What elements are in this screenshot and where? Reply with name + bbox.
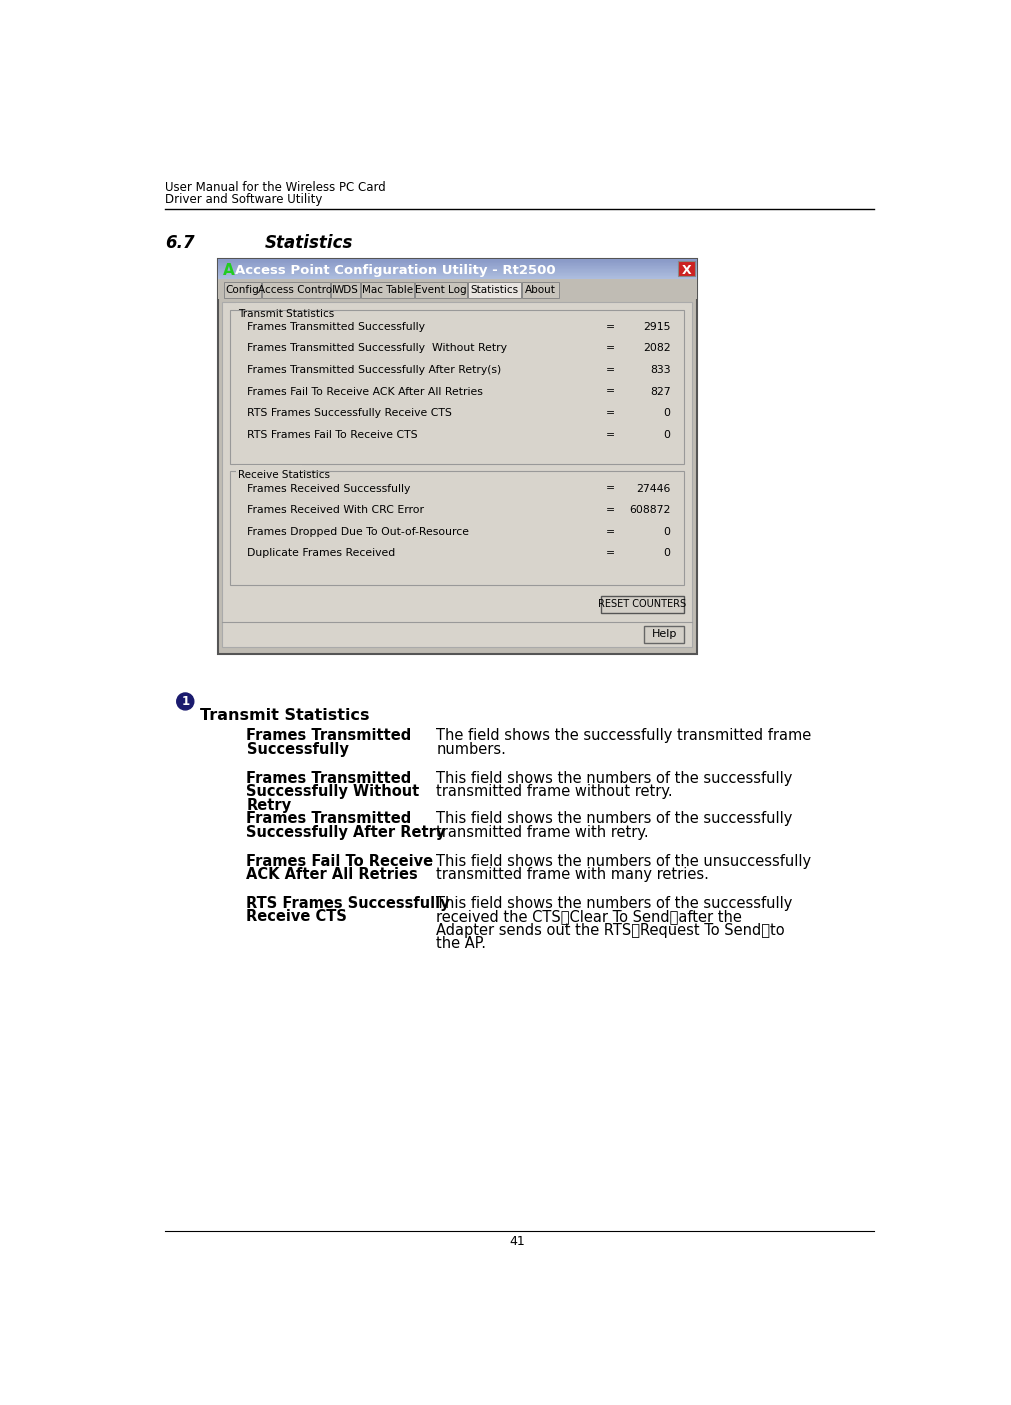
Bar (217, 260, 697, 653)
Bar (231, 471, 684, 584)
Bar (522, 282, 559, 298)
Text: Retry: Retry (247, 798, 291, 812)
Text: A: A (222, 263, 235, 278)
Text: Successfully After Retry: Successfully After Retry (247, 825, 446, 840)
Text: =: = (607, 483, 616, 493)
Text: Frames Transmitted: Frames Transmitted (247, 728, 411, 743)
Text: Successfully Without: Successfully Without (247, 784, 420, 799)
Text: X: X (681, 264, 692, 277)
Text: Successfully: Successfully (247, 742, 349, 757)
Text: RTS Frames Fail To Receive CTS: RTS Frames Fail To Receive CTS (248, 430, 418, 440)
Text: 827: 827 (650, 386, 670, 396)
Text: 6.7: 6.7 (165, 235, 195, 251)
Text: 27446: 27446 (636, 483, 670, 493)
Text: 0: 0 (663, 548, 670, 558)
Text: Receive CTS: Receive CTS (247, 909, 348, 924)
Text: Frames Transmitted: Frames Transmitted (247, 811, 411, 826)
Text: User Manual for the Wireless PC Card: User Manual for the Wireless PC Card (165, 181, 386, 194)
Text: 833: 833 (650, 365, 670, 375)
Text: =: = (607, 386, 616, 396)
Bar (231, 309, 684, 464)
Text: Statistics: Statistics (264, 235, 353, 251)
Bar (217, 280, 697, 299)
Text: Frames Fail To Receive: Frames Fail To Receive (247, 853, 434, 868)
Text: Duplicate Frames Received: Duplicate Frames Received (248, 548, 395, 558)
Bar (237, 465, 302, 472)
Text: transmitted frame without retry.: transmitted frame without retry. (437, 784, 673, 799)
Text: About: About (525, 285, 556, 295)
Text: RESET COUNTERS: RESET COUNTERS (599, 599, 686, 608)
Text: This field shows the numbers of the successfully: This field shows the numbers of the succ… (437, 811, 793, 826)
Text: received the CTS（Clear To Send）after the: received the CTS（Clear To Send）after the (437, 909, 742, 924)
Text: 41: 41 (510, 1235, 526, 1248)
Text: =: = (607, 548, 616, 558)
Text: Access Point Configuration Utility - Rt2500: Access Point Configuration Utility - Rt2… (235, 264, 555, 277)
Text: Frames Received Successfully: Frames Received Successfully (248, 483, 410, 493)
Text: This field shows the numbers of the successfully: This field shows the numbers of the succ… (437, 896, 793, 910)
Bar (361, 282, 413, 298)
Text: RTS Frames Successfully: RTS Frames Successfully (247, 896, 450, 910)
Bar (262, 282, 331, 298)
Text: 1: 1 (181, 694, 189, 708)
Text: Access Control: Access Control (258, 285, 335, 295)
Text: Statistics: Statistics (470, 285, 519, 295)
Text: Frames Transmitted Successfully: Frames Transmitted Successfully (248, 322, 426, 332)
Text: Mac Table: Mac Table (362, 285, 413, 295)
Text: the AP.: the AP. (437, 936, 486, 951)
Text: =: = (607, 407, 616, 419)
Text: 0: 0 (663, 527, 670, 537)
Circle shape (177, 693, 194, 710)
Text: Event Log: Event Log (416, 285, 467, 295)
Text: WDS: WDS (334, 285, 358, 295)
Text: transmitted frame with many retries.: transmitted frame with many retries. (437, 867, 710, 882)
Text: =: = (607, 527, 616, 537)
Text: 0: 0 (663, 407, 670, 419)
Text: 2082: 2082 (643, 343, 670, 354)
Bar (468, 282, 521, 298)
Text: Transmit Statistics: Transmit Statistics (200, 708, 369, 722)
Text: This field shows the numbers of the successfully: This field shows the numbers of the succ… (437, 771, 793, 785)
Text: numbers.: numbers. (437, 742, 507, 757)
Bar (224, 282, 261, 298)
Text: RTS Frames Successfully Receive CTS: RTS Frames Successfully Receive CTS (248, 407, 452, 419)
Bar (331, 282, 361, 298)
Bar (222, 302, 693, 646)
Text: Help: Help (651, 629, 677, 639)
Text: The field shows the successfully transmitted frame: The field shows the successfully transmi… (437, 728, 812, 743)
Text: ACK After All Retries: ACK After All Retries (247, 867, 419, 882)
Text: Frames Fail To Receive ACK After All Retries: Frames Fail To Receive ACK After All Ret… (248, 386, 483, 396)
Text: Frames Transmitted Successfully  Without Retry: Frames Transmitted Successfully Without … (248, 343, 508, 354)
Text: transmitted frame with retry.: transmitted frame with retry. (437, 825, 649, 840)
Text: Frames Transmitted Successfully After Retry(s): Frames Transmitted Successfully After Re… (248, 365, 501, 375)
Bar (415, 282, 467, 298)
Bar (237, 303, 306, 311)
Text: Receive Statistics: Receive Statistics (238, 471, 330, 481)
Text: =: = (607, 504, 616, 516)
Text: 2915: 2915 (643, 322, 670, 332)
Text: 0: 0 (663, 430, 670, 440)
Text: Transmit Statistics: Transmit Statistics (238, 309, 335, 319)
Text: Driver and Software Utility: Driver and Software Utility (165, 194, 323, 207)
Bar (601, 596, 684, 613)
Text: Frames Received With CRC Error: Frames Received With CRC Error (248, 504, 425, 516)
Text: This field shows the numbers of the unsuccessfully: This field shows the numbers of the unsu… (437, 853, 812, 868)
Text: =: = (607, 343, 616, 354)
Bar (678, 261, 696, 277)
Text: 608872: 608872 (629, 504, 670, 516)
Text: =: = (607, 322, 616, 332)
Text: Frames Transmitted: Frames Transmitted (247, 771, 411, 785)
Text: =: = (607, 430, 616, 440)
Bar (644, 627, 684, 643)
Text: Config: Config (225, 285, 260, 295)
Text: =: = (607, 365, 616, 375)
Text: Frames Dropped Due To Out-of-Resource: Frames Dropped Due To Out-of-Resource (248, 527, 469, 537)
Text: Adapter sends out the RTS（Request To Send）to: Adapter sends out the RTS（Request To Sen… (437, 923, 785, 937)
